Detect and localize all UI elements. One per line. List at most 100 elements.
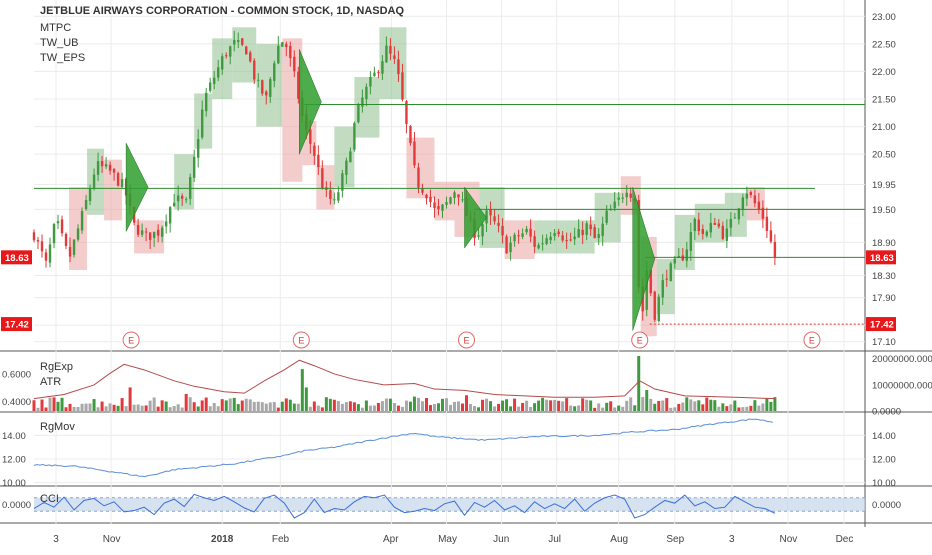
candle-body (201, 109, 204, 138)
x-axis-label-10: 3 (729, 534, 735, 545)
atr-bar (477, 407, 481, 411)
ranging-box-29 (746, 187, 765, 221)
atr-bar (368, 405, 372, 411)
atr-bar (665, 398, 669, 411)
atr-bar (633, 405, 637, 411)
atr-bar (725, 406, 729, 411)
atr-bar (280, 401, 284, 411)
candle-body (665, 278, 668, 280)
candle-body (64, 233, 68, 246)
mtpc-triangle-1 (299, 49, 322, 155)
candle-body (120, 179, 124, 188)
atr-bar (765, 397, 769, 411)
atr-bar (436, 403, 440, 411)
candle-body (160, 227, 164, 237)
earnings-marker (803, 331, 821, 349)
candle-body (104, 164, 108, 167)
atr-bar (573, 406, 577, 411)
atr-bar (216, 406, 220, 411)
atr-bar (388, 398, 392, 411)
atr-bar (156, 406, 160, 411)
atr-bar (416, 397, 420, 411)
ranging-box-11 (316, 165, 335, 210)
candle-body (485, 210, 488, 224)
atr-bar (529, 406, 533, 411)
atr-bar (705, 397, 709, 411)
atr-bar (260, 402, 264, 411)
candle-body (144, 231, 148, 233)
cci-label: CCI (40, 493, 59, 505)
right-price-badge-0: 18.63 (870, 253, 894, 264)
candle-body (229, 46, 232, 57)
candle-body (685, 249, 688, 261)
atr-bar (577, 405, 581, 411)
atr-bar (589, 400, 593, 411)
candle-body (581, 229, 584, 236)
candle-body (545, 238, 548, 245)
atr-bar (537, 400, 541, 411)
x-axis-label-2: 2018 (211, 534, 234, 545)
atr-bar (392, 402, 396, 411)
atr-bar (252, 401, 256, 411)
atr-bar (180, 407, 184, 411)
x-axis-label-8: Aug (610, 534, 628, 545)
candle-body (44, 252, 48, 261)
atr-bar (653, 403, 657, 411)
atr-bar (545, 399, 549, 411)
candle-body (337, 192, 340, 201)
candle-body (205, 92, 208, 112)
atr-bar (489, 401, 493, 411)
atr-bar (184, 393, 188, 411)
candle-body (373, 72, 376, 76)
candle-body (377, 72, 380, 74)
rgmov-line (33, 418, 773, 478)
x-axis-label-0: 3 (53, 534, 59, 545)
candle-body (769, 230, 773, 242)
atr-bar (469, 403, 473, 411)
x-axis-label-5: May (438, 534, 457, 545)
atr-bar (404, 400, 408, 411)
candle-body (501, 226, 504, 236)
atr-bar (641, 397, 645, 411)
candle-body (453, 192, 456, 198)
atr-bar (444, 398, 448, 411)
atr-bar (501, 400, 505, 411)
candle-body (593, 227, 596, 239)
atr-bar (168, 407, 172, 411)
atr-bar (360, 407, 364, 411)
candle-body (321, 168, 324, 189)
candle-body (701, 228, 705, 235)
candle-body (729, 218, 733, 228)
candle-body (425, 194, 428, 199)
atr-bar (757, 405, 761, 411)
candle-body (168, 207, 172, 224)
rgexp-left-tick: 0.4000 (2, 397, 31, 408)
atr-bar (453, 401, 457, 411)
candle-body (369, 76, 372, 87)
candle-body (521, 233, 524, 237)
candle-body (585, 223, 588, 235)
candle-body (245, 46, 248, 55)
candle-body (705, 231, 709, 236)
atr-bar (120, 398, 124, 411)
atr-bar (709, 399, 713, 411)
atr-bar (509, 406, 513, 411)
atr-bar (717, 406, 721, 411)
candle-body (625, 192, 628, 198)
x-axis-label-7: Jul (548, 534, 561, 545)
candle-body (733, 217, 737, 219)
atr-bar (689, 399, 693, 411)
atr-bar (48, 397, 52, 411)
atr-bar (661, 400, 665, 411)
atr-bar (308, 406, 312, 411)
atr-bar (408, 401, 412, 411)
candle-body (749, 192, 753, 196)
ranging-box-12 (334, 126, 355, 188)
atr-bar (44, 407, 48, 411)
left-price-badge-1-bg (1, 317, 32, 332)
candle-body (405, 101, 408, 124)
atr-bar (753, 400, 757, 411)
atr-bar (100, 401, 104, 411)
atr-bar (364, 400, 368, 411)
candle-body (233, 39, 236, 45)
